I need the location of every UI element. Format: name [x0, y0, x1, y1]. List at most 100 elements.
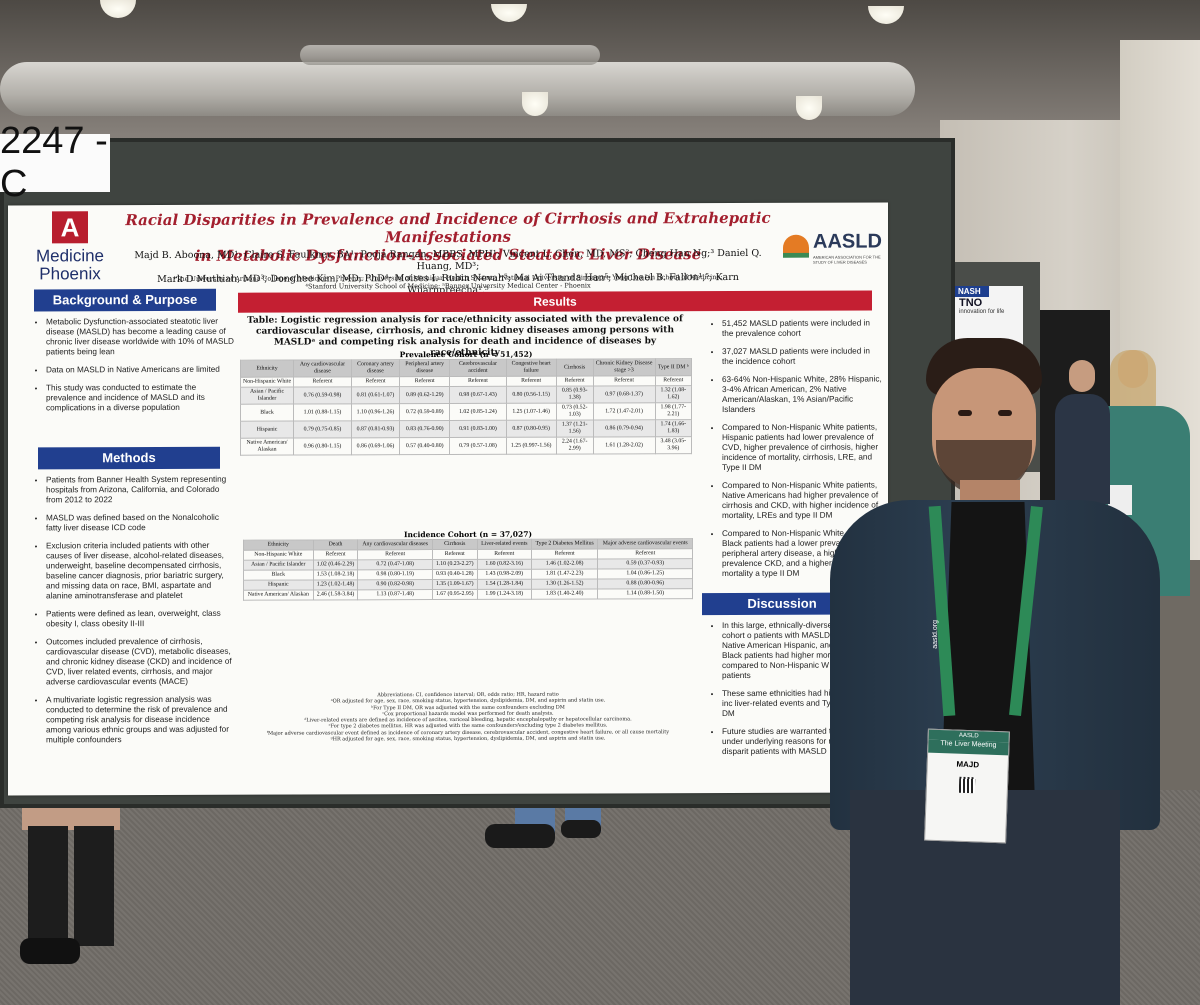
incidence-cell: 1.02 (0.46-2.29)	[313, 559, 358, 570]
prevalence-header-cell: Coronary artery disease	[351, 359, 400, 377]
incidence-cell: Hispanic	[243, 579, 314, 591]
methods-bullets: Patients from Banner Health System repre…	[32, 475, 236, 754]
prevalence-cell: Referent	[556, 375, 594, 387]
logo-text-phoenix: Phoenix	[39, 264, 101, 284]
prevalence-cell: 0.87 (0.81-0.93)	[351, 420, 400, 438]
prevalence-cell: Native American/ Alaskan	[240, 438, 294, 456]
background-header: Background & Purpose	[34, 288, 216, 312]
badge-name: MAJD	[956, 759, 980, 770]
prevalence-cell: Referent	[655, 375, 692, 386]
prevalence-cell: 2.24 (1.67-2.99)	[556, 436, 594, 455]
methods-bullet: A multivariate logistic regression analy…	[46, 695, 236, 746]
prevalence-cell: 0.76 (0.59-0.98)	[293, 386, 352, 405]
prevalence-row: Asian / Pacific Islander 0.76 (0.59-0.98)…	[240, 385, 692, 405]
incidence-cell: Black	[243, 569, 314, 581]
incidence-cell: 2.46 (1.58-3.84)	[313, 589, 358, 600]
incidence-cell: Native American/ Alaskan	[243, 589, 314, 601]
ceiling-lamp	[522, 92, 548, 116]
prevalence-cell: 1.10 (0.96-1.26)	[351, 403, 400, 421]
incidence-cell: 0.59 (0.37-0.93)	[597, 558, 693, 569]
prevalence-cell: Referent	[293, 376, 352, 388]
presenter: aasld.org AASLD The Liver Meeting MAJD	[830, 330, 1160, 1005]
poster-affiliations: ¹The University of Arizona College of Me…	[118, 273, 778, 291]
logo-text-medicine: Medicine	[35, 246, 105, 266]
incidence-header-cell: Cirrhosis	[432, 539, 478, 550]
person-feet-behind-board	[485, 796, 605, 856]
prevalence-cell: 0.72 (0.59-0.89)	[399, 403, 450, 421]
prevalence-header-cell: Cirrhosis	[556, 358, 594, 377]
incidence-cell: 1.43 (0.98-2.09)	[477, 569, 532, 580]
incidence-cell: Referent	[357, 549, 433, 560]
university-a-icon: A	[52, 211, 88, 244]
incidence-header-cell: Any cardiovascular diseases	[357, 539, 433, 550]
prevalence-cell: 1.32 (1.08-1.62)	[655, 385, 692, 403]
incidence-cell: 1.67 (0.95-2.95)	[432, 589, 478, 600]
results-header: Results	[238, 290, 872, 313]
lanyard-text: aasld.org	[932, 620, 939, 649]
prevalence-cell: 1.72 (1.47-2.01)	[593, 402, 656, 420]
prevalence-cell: 0.80 (0.56-1.15)	[506, 386, 557, 404]
ceiling-lamp	[100, 0, 136, 18]
prevalence-cell: Referent	[506, 376, 557, 387]
incidence-cell: 0.90 (0.82-0.98)	[357, 579, 433, 590]
ceiling-lamp	[796, 96, 822, 120]
incidence-cell: 1.23 (1.02-1.48)	[313, 579, 358, 590]
incidence-header-cell: Death	[313, 539, 358, 550]
ceiling-duct	[0, 62, 915, 116]
aasld-logo-text: AASLD	[813, 230, 882, 253]
incidence-cell: Referent	[432, 549, 478, 560]
prevalence-table: Ethnicity Any cardiovascular disease Coron…	[240, 358, 692, 456]
incidence-row: Native American/ Alaskan 2.46 (1.58-3.84)…	[243, 588, 693, 601]
prevalence-cell: 1.37 (1.21-1.56)	[556, 419, 594, 438]
prevalence-row: Hispanic 0.79 (0.75-0.85) 0.87 (0.81-0.93)…	[240, 419, 692, 439]
neighbor-poster-tag: NASH	[955, 286, 989, 297]
background-bullets: Metabolic Dysfunction-associated steatot…	[32, 317, 234, 422]
incidence-cell: 1.54 (1.28-1.84)	[477, 579, 532, 590]
name-badge: AASLD The Liver Meeting MAJD	[924, 728, 1010, 844]
prevalence-cell: 0.98 (0.67-1.43)	[449, 386, 507, 404]
incidence-header-cell: Type 2 Diabetes Mellitus	[531, 538, 598, 550]
aasld-swoosh-icon	[783, 234, 809, 258]
board-number-label: 2247 - C	[0, 120, 110, 205]
prevalence-cell: 0.86 (0.69-1.06)	[351, 437, 400, 455]
authors-line1: Majd B. Aboona, MD¹; Claire S. Faulkner,…	[134, 247, 762, 273]
incidence-cell: Referent	[597, 548, 693, 559]
prevalence-header-cell: Peripheral artery disease	[399, 359, 450, 377]
prevalence-cell: 0.89 (0.62-1.29)	[399, 386, 450, 404]
ceiling-duct-small	[300, 45, 600, 65]
prevalence-cell: 3.48 (3.05-3.96)	[655, 436, 692, 454]
prevalence-cell: Non-Hispanic White	[240, 377, 294, 388]
prevalence-cell: 0.91 (0.83-1.00)	[449, 420, 507, 438]
badge-event: The Liver Meeting	[928, 739, 1009, 756]
incidence-cell: Non-Hispanic White	[243, 549, 314, 561]
incidence-table-block: Incidence Cohort (n = 37,027) Ethnicity D…	[243, 529, 693, 601]
incidence-cell: 1.83 (1.40-2.40)	[531, 588, 598, 600]
incidence-cell: 1.04 (0.86-1.25)	[597, 568, 693, 579]
prevalence-cell: Asian / Pacific Islander	[240, 387, 294, 405]
neighbor-poster-sub: innovation for life	[959, 309, 1005, 315]
background-bullet: This study was conducted to estimate the…	[46, 383, 234, 414]
aasld-logo-sub: AMERICAN ASSOCIATION FOR THE STUDY OF LI…	[813, 254, 881, 265]
prevalence-header-cell: Cerebrovascular accident	[449, 359, 507, 377]
presenter-eye	[958, 410, 972, 416]
incidence-cell: 0.72 (0.47-1.08)	[357, 559, 433, 570]
incidence-cell: Referent	[477, 549, 532, 560]
prevalence-header-cell: Type II DM ᵇ	[655, 358, 692, 376]
incidence-header-cell: Ethnicity	[243, 539, 314, 551]
university-logo: A Medicine Phoenix	[30, 211, 110, 291]
presenter-eye	[998, 410, 1012, 416]
ceiling-lamp	[868, 6, 904, 24]
incidence-cell: 1.14 (0.88-1.50)	[597, 588, 693, 599]
incidence-cell: Asian / Pacific Islander	[243, 559, 314, 571]
prevalence-cell: 1.98 (1.77-2.21)	[655, 402, 692, 420]
prevalence-cell: 0.97 (0.68-1.37)	[593, 385, 656, 403]
methods-bullet: Patients were defined as lean, overweigh…	[46, 609, 236, 630]
neighbor-poster: NASH TNO innovation for life	[955, 286, 1023, 346]
incidence-cell: 0.93 (0.40-1.28)	[432, 569, 478, 580]
incidence-cell: 1.81 (1.47-2.23)	[531, 568, 598, 580]
prevalence-row: Native American/ Alaskan 0.96 (0.80-1.15)…	[240, 436, 692, 456]
incidence-cell: 1.99 (1.24-3.18)	[477, 589, 532, 600]
incidence-cell: 1.35 (1.09-1.67)	[432, 579, 478, 590]
methods-header: Methods	[38, 446, 220, 470]
incidence-cell: 1.30 (1.26-1.52)	[531, 578, 598, 590]
